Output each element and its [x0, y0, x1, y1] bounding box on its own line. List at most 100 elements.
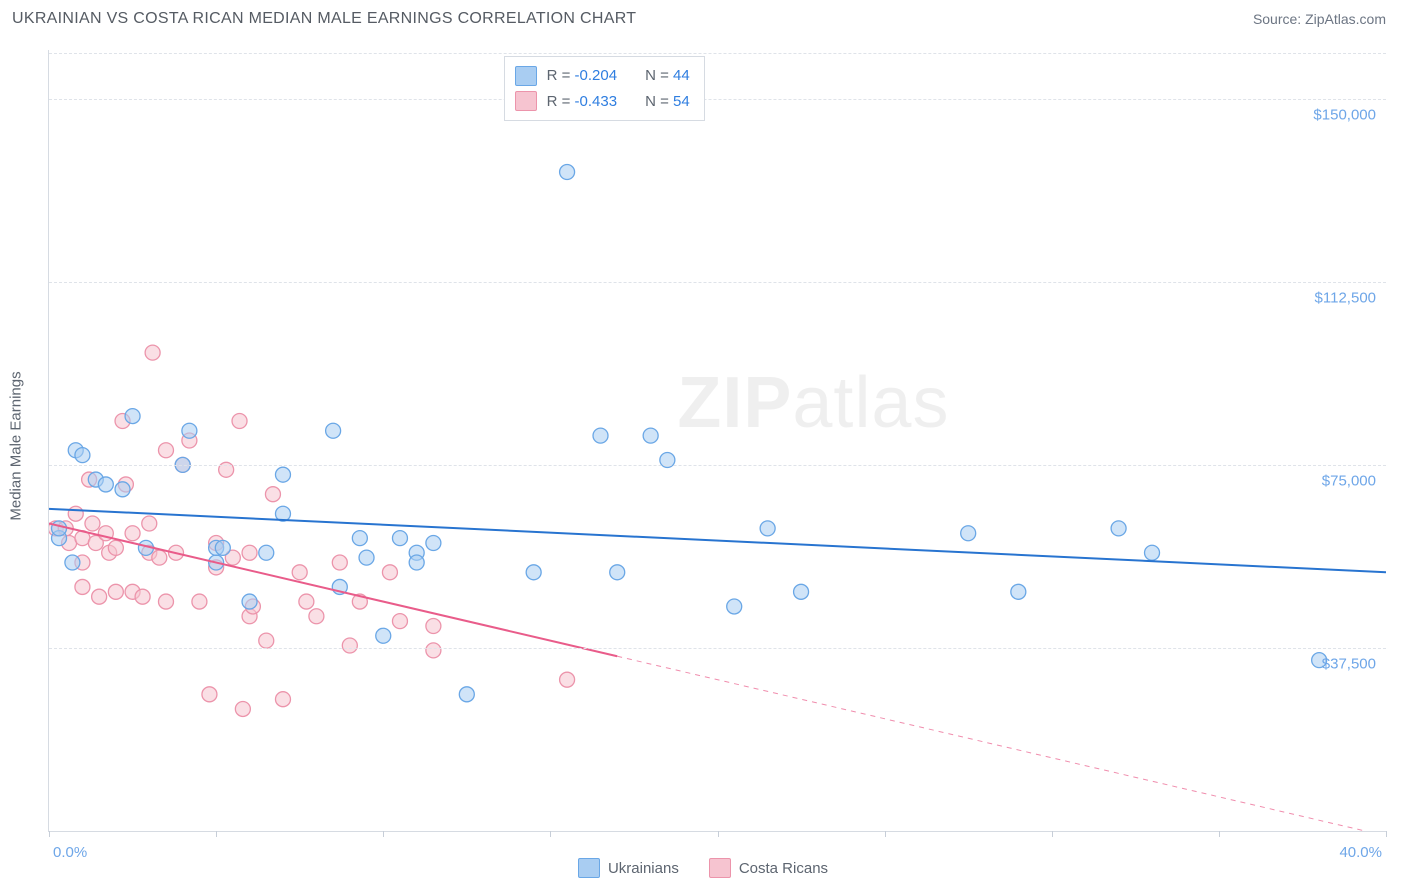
chart-plot-area: $37,500$75,000$112,500$150,0000.0%40.0%Z…	[48, 50, 1386, 832]
x-tick	[1052, 831, 1053, 837]
legend-row: R = -0.433 N = 54	[515, 89, 690, 115]
gridline	[49, 648, 1386, 649]
x-tick	[216, 831, 217, 837]
scatter-point	[158, 594, 173, 609]
scatter-point	[1145, 545, 1160, 560]
legend-r-label: R = -0.204	[547, 63, 617, 89]
legend-r-label: R = -0.433	[547, 89, 617, 115]
scatter-point	[643, 428, 658, 443]
scatter-point	[794, 584, 809, 599]
legend-item-ukrainians: Ukrainians	[578, 858, 679, 878]
legend-item-costa-ricans: Costa Ricans	[709, 858, 828, 878]
x-tick	[885, 831, 886, 837]
x-tick	[1386, 831, 1387, 837]
scatter-point	[242, 594, 257, 609]
scatter-point	[299, 594, 314, 609]
legend-n-label: N = 44	[645, 63, 690, 89]
scatter-point	[292, 565, 307, 580]
scatter-point	[275, 467, 290, 482]
scatter-point	[115, 482, 130, 497]
scatter-point	[98, 477, 113, 492]
scatter-point	[332, 555, 347, 570]
scatter-point	[352, 531, 367, 546]
legend-label: Ukrainians	[608, 860, 679, 877]
y-tick-label: $150,000	[1313, 106, 1376, 123]
gridline	[49, 465, 1386, 466]
scatter-point	[392, 614, 407, 629]
scatter-point	[135, 589, 150, 604]
scatter-point	[359, 550, 374, 565]
scatter-point	[192, 594, 207, 609]
scatter-point	[610, 565, 625, 580]
x-tick	[383, 831, 384, 837]
trend-line-extrapolated	[617, 656, 1386, 831]
scatter-point	[108, 584, 123, 599]
scatter-point	[182, 423, 197, 438]
scatter-point	[326, 423, 341, 438]
scatter-point	[232, 413, 247, 428]
x-tick	[550, 831, 551, 837]
scatter-point	[760, 521, 775, 536]
scatter-point	[75, 579, 90, 594]
scatter-point	[65, 555, 80, 570]
scatter-point	[125, 526, 140, 541]
scatter-point	[259, 633, 274, 648]
gridline	[49, 282, 1386, 283]
scatter-point	[158, 443, 173, 458]
legend-swatch-icon	[515, 66, 537, 86]
legend-swatch-icon	[709, 858, 731, 878]
scatter-point	[309, 609, 324, 624]
scatter-point	[409, 555, 424, 570]
scatter-point	[1111, 521, 1126, 536]
trend-line	[49, 509, 1386, 572]
correlation-legend: R = -0.204 N = 44 R = -0.433 N = 54	[504, 56, 705, 121]
scatter-point	[593, 428, 608, 443]
scatter-point	[961, 526, 976, 541]
scatter-point	[560, 165, 575, 180]
scatter-point	[242, 545, 257, 560]
scatter-point	[68, 506, 83, 521]
scatter-point	[1011, 584, 1026, 599]
legend-n-label: N = 54	[645, 89, 690, 115]
scatter-point	[727, 599, 742, 614]
scatter-point	[145, 345, 160, 360]
bottom-legend: Ukrainians Costa Ricans	[0, 858, 1406, 878]
scatter-point	[342, 638, 357, 653]
legend-row: R = -0.204 N = 44	[515, 63, 690, 89]
y-axis-label: Median Male Earnings	[8, 371, 25, 520]
scatter-point	[52, 521, 67, 536]
scatter-point	[142, 516, 157, 531]
y-tick-label: $37,500	[1322, 655, 1376, 672]
x-tick	[1219, 831, 1220, 837]
x-tick	[718, 831, 719, 837]
scatter-point	[152, 550, 167, 565]
scatter-point	[125, 409, 140, 424]
scatter-point	[92, 589, 107, 604]
scatter-point	[235, 701, 250, 716]
gridline	[49, 99, 1386, 100]
scatter-point	[259, 545, 274, 560]
scatter-point	[560, 672, 575, 687]
scatter-point	[426, 618, 441, 633]
scatter-point	[108, 540, 123, 555]
y-tick-label: $75,000	[1322, 472, 1376, 489]
scatter-point	[215, 540, 230, 555]
scatter-point	[392, 531, 407, 546]
scatter-point	[426, 643, 441, 658]
gridline	[49, 53, 1386, 54]
scatter-point	[202, 687, 217, 702]
scatter-point	[376, 628, 391, 643]
scatter-point	[426, 536, 441, 551]
source-attribution: Source: ZipAtlas.com	[1253, 11, 1386, 27]
scatter-point	[265, 487, 280, 502]
scatter-point	[275, 692, 290, 707]
scatter-point	[382, 565, 397, 580]
header: UKRAINIAN VS COSTA RICAN MEDIAN MALE EAR…	[0, 0, 1406, 34]
legend-swatch-icon	[578, 858, 600, 878]
scatter-point	[85, 516, 100, 531]
legend-label: Costa Ricans	[739, 860, 828, 877]
legend-swatch-icon	[515, 91, 537, 111]
y-tick-label: $112,500	[1315, 289, 1376, 306]
chart-title: UKRAINIAN VS COSTA RICAN MEDIAN MALE EAR…	[12, 10, 636, 28]
scatter-point	[526, 565, 541, 580]
